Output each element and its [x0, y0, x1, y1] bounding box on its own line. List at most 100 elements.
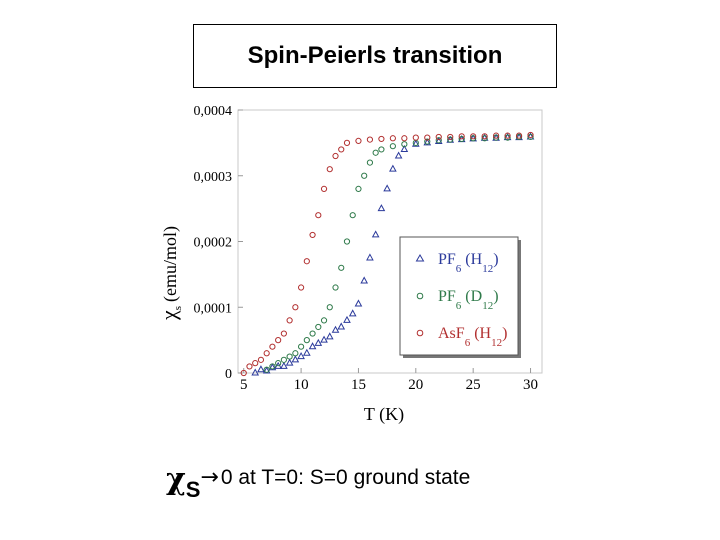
- data-point-series-1: [354, 299, 363, 307]
- data-point-series-3: [481, 133, 488, 140]
- data-point-series-3: [286, 317, 293, 324]
- data-point-series-2: [343, 238, 351, 245]
- data-point-series-3: [389, 135, 396, 142]
- x-tick-label: 20: [408, 377, 423, 393]
- data-point-series-3: [338, 146, 345, 153]
- data-point-series-3: [515, 132, 523, 139]
- data-point-series-2: [447, 136, 454, 143]
- data-point-series-1: [280, 361, 288, 369]
- data-point-series-3: [332, 152, 339, 160]
- data-point-series-3: [343, 139, 351, 146]
- y-axis-ticks: 0 0,0001 0,0002 0,0003 0,0004: [194, 104, 243, 382]
- data-point-series-3: [412, 134, 419, 141]
- data-point-series-3: [504, 132, 511, 139]
- x-tick-label: 15: [351, 377, 366, 393]
- data-point-series-3: [320, 185, 328, 193]
- data-point-series-1: [434, 137, 443, 145]
- data-point-series-2: [372, 149, 379, 156]
- caption: χS→0 at T=0: S=0 ground state: [166, 462, 471, 502]
- data-point-series-1: [257, 365, 265, 373]
- y-axis-label: χs (emu/mol): [156, 226, 184, 321]
- data-point-series-2: [315, 323, 322, 331]
- data-point-series-2: [286, 353, 293, 360]
- y-tick-label: 0,0004: [194, 104, 233, 119]
- susceptibility-chart: 5 10 15 20 25 30 0 0,0001 0,0002 0,0003 0,0004 PF…: [156, 104, 543, 425]
- legend-label: PF6 (D12): [438, 288, 499, 312]
- data-point-series-1: [371, 230, 380, 238]
- x-axis-ticks: 5 10 15 20 25 30: [240, 368, 538, 393]
- data-point-series-1: [480, 133, 489, 141]
- data-point-series-3: [424, 134, 431, 141]
- data-point-series-1: [268, 363, 277, 371]
- data-point-series-2: [435, 137, 442, 144]
- data-point-series-1: [331, 325, 340, 333]
- data-point-series-2: [320, 317, 328, 324]
- data-point-series-1: [400, 144, 409, 152]
- data-point-series-3: [355, 137, 362, 145]
- data-point-series-3: [447, 133, 454, 141]
- data-point-series-1: [526, 132, 535, 140]
- data-point-series-2: [349, 212, 356, 219]
- legend: PF6 (H12) PF6 (D12) AsF6 (H12): [399, 236, 521, 358]
- data-point-series-3: [401, 135, 408, 142]
- data-point-series-3: [257, 356, 265, 363]
- data-point-series-2: [280, 356, 287, 363]
- data-point-series-1: [320, 335, 328, 343]
- data-point-series-2: [326, 304, 333, 311]
- data-point-series-3: [366, 136, 374, 143]
- data-point-series-2: [481, 135, 488, 142]
- data-point-series-2: [389, 143, 396, 150]
- data-point-series-2: [361, 172, 368, 179]
- data-point-series-1: [389, 164, 397, 172]
- y-tick-label: 0,0001: [194, 301, 233, 316]
- legend-label: AsF6 (H12): [438, 325, 507, 349]
- data-point-series-3: [269, 343, 276, 350]
- svg-text:χs(emu/mol): χs (emu/mol): [156, 226, 184, 321]
- data-point-series-3: [435, 133, 442, 141]
- y-axis-symbol: χ: [156, 310, 181, 321]
- data-point-series-1: [394, 151, 403, 159]
- data-point-series-1: [325, 332, 334, 340]
- data-point-series-2: [355, 185, 362, 193]
- y-tick-label: 0: [225, 367, 232, 382]
- data-point-series-3: [246, 363, 253, 370]
- data-point-series-2: [527, 133, 534, 141]
- data-point-series-1: [377, 204, 386, 212]
- legend-label: PF6 (H12): [438, 251, 499, 275]
- data-point-series-1: [411, 139, 420, 147]
- x-tick-label: 5: [240, 377, 248, 393]
- caption-text: 0 at T=0: S=0 ground state: [220, 466, 471, 489]
- y-axis-subscript: s: [172, 306, 184, 310]
- data-point-series-1: [314, 338, 323, 346]
- data-point-series-3: [275, 337, 282, 344]
- data-point-series-2: [401, 141, 408, 148]
- x-tick-label: 30: [523, 377, 538, 393]
- data-points: [240, 131, 535, 377]
- y-axis-unit: (emu/mol): [160, 226, 181, 302]
- data-point-series-3: [240, 369, 247, 377]
- data-point-series-2: [504, 134, 511, 141]
- data-point-series-1: [285, 358, 294, 366]
- x-tick-label: 10: [294, 377, 309, 393]
- data-point-series-3: [326, 166, 333, 173]
- data-point-series-2: [269, 363, 276, 370]
- y-tick-label: 0,0002: [194, 236, 233, 251]
- data-point-series-2: [292, 350, 299, 357]
- data-point-series-1: [251, 368, 260, 376]
- data-point-series-1: [343, 315, 351, 323]
- data-point-series-1: [366, 253, 374, 261]
- data-point-series-3: [280, 330, 287, 337]
- data-point-series-1: [302, 348, 311, 356]
- data-point-series-1: [423, 138, 432, 146]
- data-point-series-1: [360, 276, 369, 284]
- legend-marker: [416, 292, 424, 300]
- chi-subscript: S: [185, 477, 201, 502]
- data-point-series-2: [297, 343, 305, 350]
- slide-title: Spin-Peierls transition: [193, 24, 557, 88]
- data-point-series-2: [493, 134, 500, 141]
- data-point-series-1: [503, 133, 512, 141]
- data-point-series-2: [275, 360, 282, 367]
- data-point-series-3: [309, 231, 316, 239]
- legend-marker: [415, 254, 425, 262]
- data-point-series-3: [470, 133, 477, 140]
